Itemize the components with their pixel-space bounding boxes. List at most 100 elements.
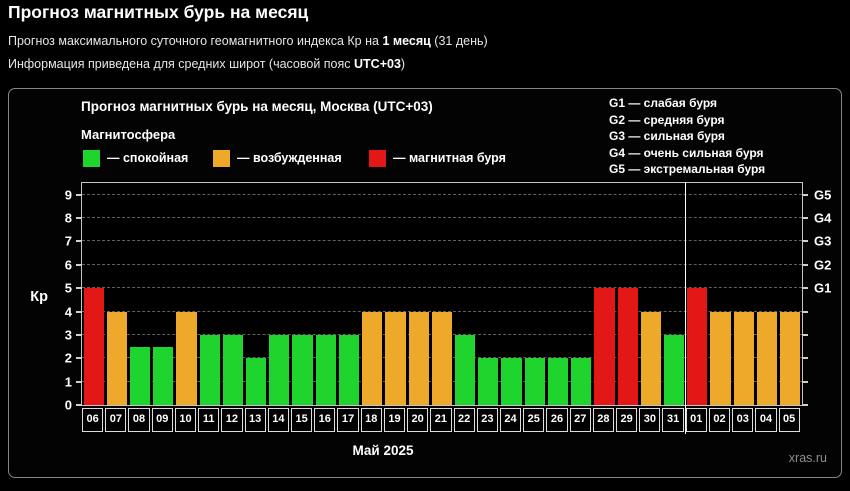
- date-label-09: 09: [151, 408, 173, 432]
- y-tick-mark: [76, 404, 82, 406]
- y-tick-label-3: 3: [64, 327, 72, 343]
- bar-column-30: [639, 183, 662, 405]
- right-tick-mark: [802, 380, 808, 383]
- bar-column-03: [732, 183, 755, 405]
- subtitle-bold-timezone: UTC+03: [354, 57, 401, 71]
- bar-column-12: [221, 183, 244, 405]
- g-scale-legend-line-g2: G2 — средняя буря: [609, 112, 725, 127]
- date-label-13: 13: [244, 408, 266, 432]
- bar-column-22: [454, 183, 477, 405]
- kp-bar-day-23: [478, 358, 499, 405]
- kp-bar-day-13: [246, 358, 267, 405]
- kp-bar-day-17: [338, 334, 360, 405]
- kp-bar-day-12: [222, 334, 244, 405]
- kp-bar-day-11: [199, 334, 220, 405]
- date-label-12: 12: [221, 408, 243, 432]
- bar-column-23: [477, 183, 500, 405]
- g-scale-tick-label-g5: G5: [814, 187, 832, 203]
- date-label-26: 26: [546, 408, 568, 432]
- legend-item-excited: — возбужденная: [213, 149, 342, 167]
- g-scale-tick-label-g4: G4: [814, 210, 832, 226]
- bar-column-21: [430, 183, 453, 405]
- bar-column-24: [500, 183, 523, 405]
- page-title: Прогноз магнитных бурь на месяц: [8, 2, 309, 22]
- date-label-27: 27: [569, 408, 591, 432]
- x-axis-date-row: 06 07 08 09 10 11 12 13 14 15 16 17 18 19 20 21 22 23 24 25…: [81, 408, 801, 432]
- bar-column-20: [407, 183, 430, 405]
- subtitle-bold-period: 1 месяц: [382, 34, 431, 48]
- y-tick-mark: [76, 287, 82, 290]
- date-label-01: 01: [685, 408, 707, 432]
- g-scale-legend-line-g4: G4 — очень сильная буря: [609, 145, 764, 160]
- bar-column-14: [268, 183, 291, 405]
- kp-bar-day-01: [687, 288, 708, 405]
- right-tick-mark: [802, 333, 808, 336]
- bar-column-26: [546, 183, 569, 405]
- kp-bar-day-19: [385, 311, 406, 405]
- y-tick-mark: [76, 193, 82, 196]
- date-label-22: 22: [453, 408, 475, 432]
- y-tick-mark: [76, 263, 82, 266]
- bars-container: [82, 183, 802, 405]
- bar-column-06: [82, 183, 105, 405]
- y-tick-label-7: 7: [64, 233, 72, 249]
- date-label-21: 21: [430, 408, 452, 432]
- x-axis-month-label: Май 2025: [352, 443, 414, 458]
- right-tick-mark: [802, 357, 808, 360]
- kp-bar-day-05: [780, 311, 801, 405]
- kp-bar-day-06: [83, 288, 104, 405]
- subtitle-text-suffix: ): [400, 57, 406, 71]
- watermark-xras: xras.ru: [788, 451, 827, 465]
- bar-column-05: [779, 183, 802, 405]
- chart-title: Прогноз магнитных бурь на месяц, Москва …: [81, 99, 433, 114]
- g-scale-tick-label-g1: G1: [814, 280, 832, 296]
- date-label-20: 20: [407, 408, 429, 432]
- gridline-kp-6: [82, 263, 802, 265]
- legend-swatch-storm: [369, 149, 386, 167]
- date-label-04: 04: [755, 408, 777, 432]
- subtitle-text-suffix: (31 день): [430, 34, 488, 48]
- date-label-02: 02: [708, 408, 731, 432]
- right-tick-mark: [802, 217, 808, 220]
- legend-item-calm: — спокойная: [83, 149, 188, 167]
- date-label-24: 24: [499, 408, 522, 432]
- kp-bar-day-16: [315, 334, 336, 405]
- kp-bar-day-10: [176, 311, 197, 405]
- kp-bar-day-26: [547, 358, 569, 405]
- y-tick-label-5: 5: [64, 280, 72, 296]
- date-label-16: 16: [314, 408, 336, 432]
- bar-column-13: [245, 183, 268, 405]
- bar-column-02: [709, 183, 732, 405]
- right-tick-mark: [802, 404, 808, 406]
- bar-column-07: [105, 183, 128, 405]
- date-label-29: 29: [616, 408, 638, 432]
- bar-column-17: [337, 183, 360, 405]
- bar-column-15: [291, 183, 314, 405]
- kp-bar-day-14: [269, 334, 290, 405]
- kp-bar-day-21: [431, 311, 452, 405]
- legend-title: Магнитосфера: [81, 127, 176, 142]
- bar-column-31: [662, 183, 685, 405]
- y-tick-mark: [76, 357, 82, 360]
- y-axis-label-kp: Кр: [30, 289, 48, 306]
- date-label-28: 28: [592, 408, 615, 432]
- bar-column-01: [686, 183, 709, 405]
- bar-column-27: [570, 183, 593, 405]
- right-tick-mark: [802, 287, 808, 290]
- kp-bar-day-29: [617, 288, 638, 405]
- date-label-31: 31: [662, 408, 684, 432]
- y-tick-label-0: 0: [64, 397, 72, 413]
- kp-bar-day-03: [733, 311, 754, 405]
- bar-column-29: [616, 183, 639, 405]
- date-label-05: 05: [778, 408, 800, 432]
- bar-column-25: [523, 183, 546, 405]
- kp-bar-day-25: [524, 358, 545, 405]
- bar-chart-plot-area: Кр 0 1 2 3 4 5 6 7 8 9 G1 G2 G3 G4 G5: [30, 182, 831, 412]
- y-tick-mark: [76, 380, 82, 383]
- subtitle-text: Информация приведена для средних широт (…: [8, 57, 354, 71]
- date-label-08: 08: [128, 408, 150, 432]
- y-tick-label-9: 9: [64, 187, 72, 203]
- kp-bar-day-22: [455, 334, 476, 405]
- bar-column-10: [175, 183, 198, 405]
